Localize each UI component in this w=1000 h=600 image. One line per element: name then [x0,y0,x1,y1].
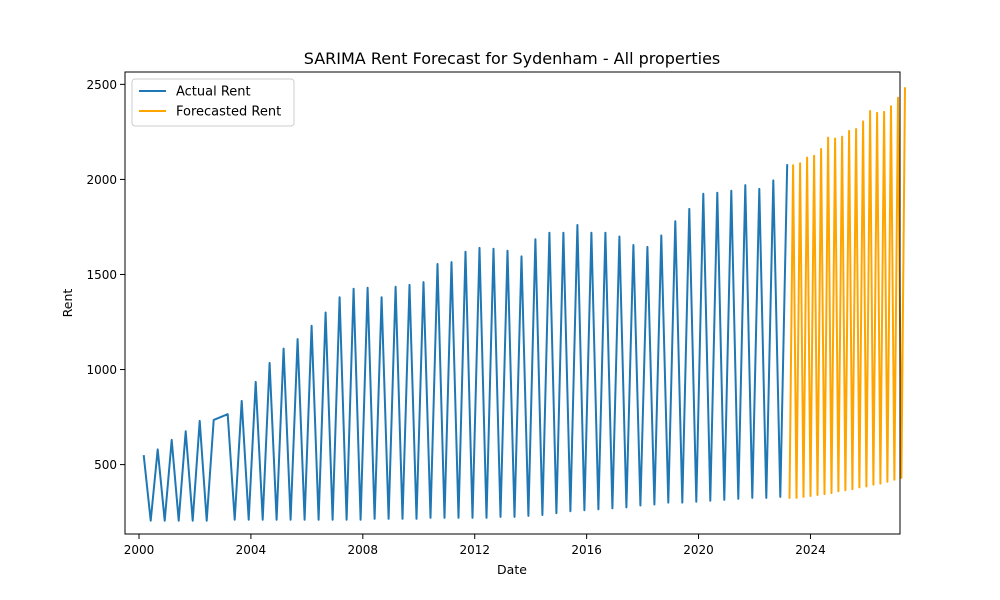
x-tick-label: 2016 [571,543,602,557]
y-tick-label: 500 [94,458,117,472]
legend: Actual Rent Forecasted Rent [131,78,295,127]
x-axis-label: Date [497,562,527,577]
y-tick-label: 2500 [86,78,117,92]
x-tick-label: 2000 [124,543,155,557]
y-tick-label: 1000 [86,363,117,377]
series-layer [142,87,906,522]
legend-label-forecast: Forecasted Rent [176,105,281,120]
y-tick-label: 2000 [86,173,117,187]
x-tick-label: 2008 [348,543,379,557]
chart-title: SARIMA Rent Forecast for Sydenham - All … [304,49,721,68]
plot-frame [124,71,901,535]
x-axis: 2000 2004 2008 2012 2016 2020 2024 [124,534,826,557]
y-tick-label: 1500 [86,268,117,282]
series-line-actual [142,164,789,522]
series-line-forecast [788,87,906,499]
x-tick-label: 2024 [795,543,826,557]
legend-label-actual: Actual Rent [176,85,251,100]
legend-box [131,78,295,127]
x-tick-label: 2020 [683,543,714,557]
y-axis-label: Rent [60,289,75,318]
x-tick-label: 2012 [459,543,490,557]
x-tick-label: 2004 [236,543,267,557]
y-axis: 500 1000 1500 2000 2500 [86,78,125,472]
